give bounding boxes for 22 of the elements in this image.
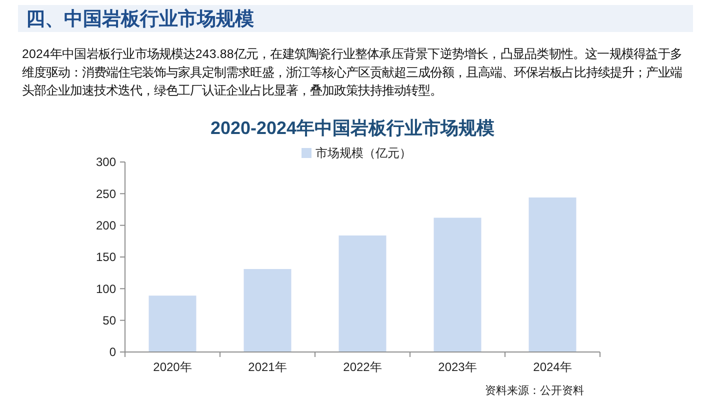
bar: [148, 296, 196, 352]
y-tick-label: 200: [96, 218, 116, 233]
x-tick-label: 2022年: [343, 360, 382, 374]
y-tick-label: 100: [96, 282, 116, 296]
y-tick-label: 0: [109, 345, 116, 360]
text: 资料来源：公开资料: [485, 384, 584, 397]
y-tick-label: 150: [96, 250, 116, 264]
bar: [338, 235, 386, 352]
chart-title: 2020-2024年中国岩板行业市场规模: [210, 118, 495, 138]
x-tick-label: 2024年: [533, 360, 572, 374]
y-tick-label: 50: [102, 314, 116, 328]
bar: [244, 269, 292, 352]
x-tick-label: 2020年: [153, 360, 192, 374]
y-tick-label: 250: [96, 186, 116, 201]
bar: [434, 218, 482, 352]
y-tick-label: 300: [96, 155, 116, 170]
text: 2024年中国岩板行业市场规模达243.88亿元，在建筑陶瓷行业整体承压背景下逆势增长，凸显品类韧性。这一规模得益于多维度驱动：消费端住宅装饰与家具定制需求旺盛，浙江等核心产区贡献超三成份额，且高端、环保岩板占比持续提升；产业端头部企业加速技术迭代，绿色工厂认证企业占比显著，叠加政策扶持推动转型。: [22, 47, 682, 98]
text: 四、中国岩板行业市场规模: [26, 8, 254, 30]
x-tick-label: 2023年: [438, 360, 477, 374]
legend-label: 市场规模（亿元）: [316, 146, 412, 160]
bar: [528, 197, 576, 352]
x-tick-label: 2021年: [248, 360, 287, 374]
